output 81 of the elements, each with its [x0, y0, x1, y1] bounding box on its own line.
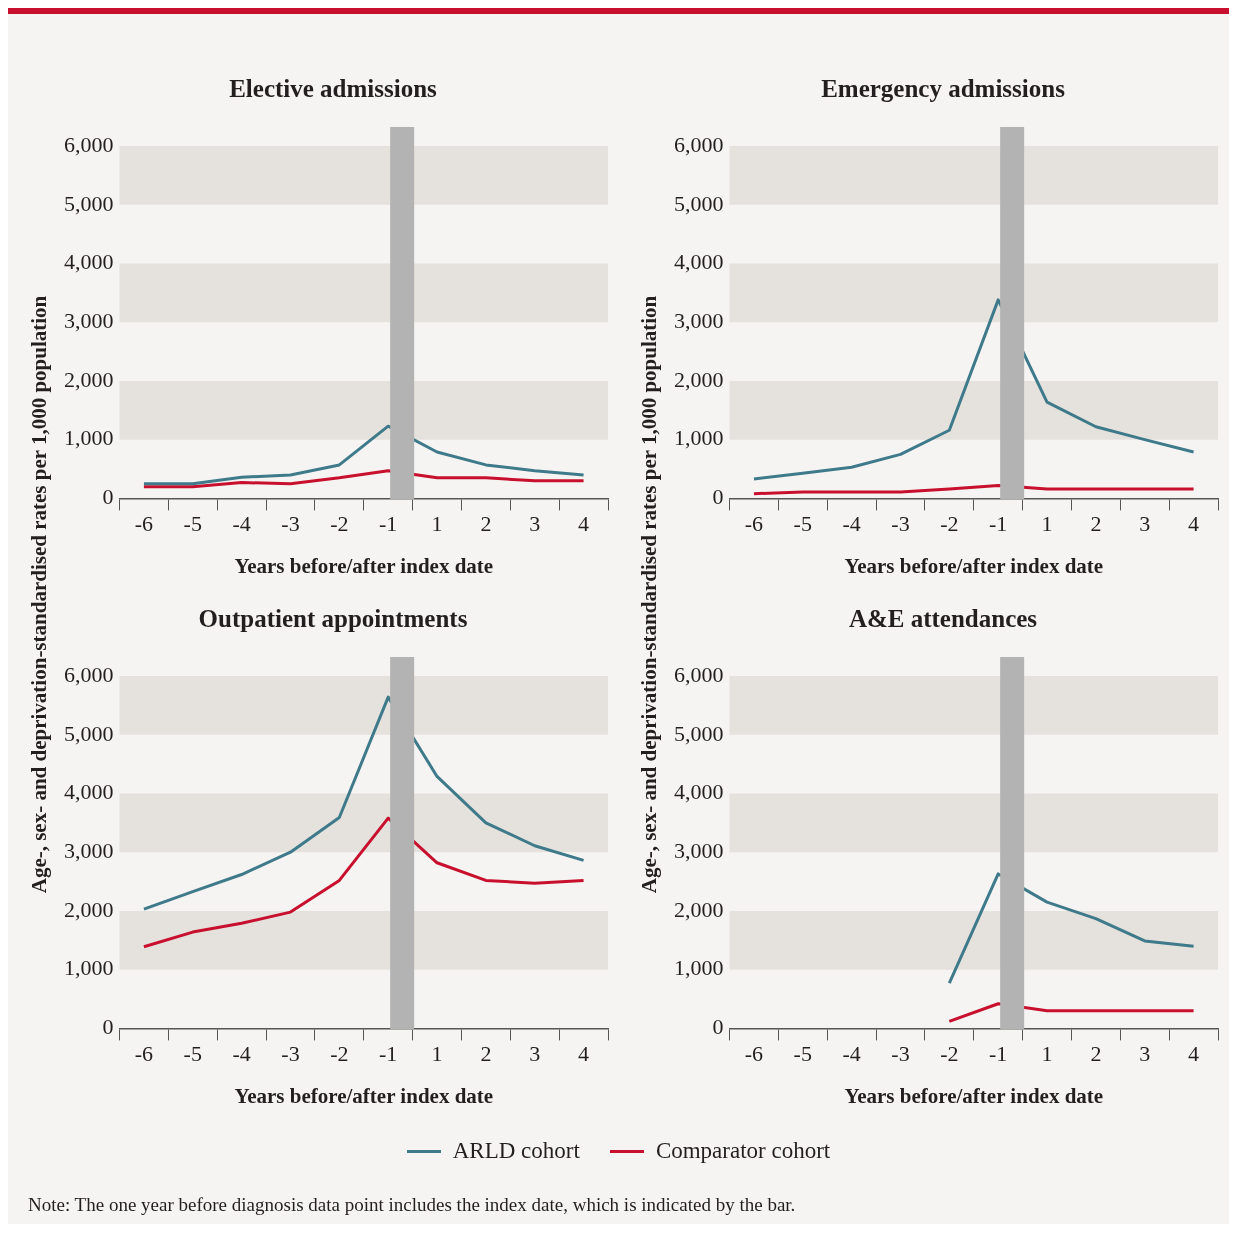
y-axis-title: Age-, sex- and deprivation-standardised rates per 1,000 population — [27, 295, 53, 893]
chart-title: Emergency admissions — [821, 75, 1066, 103]
y-tick-label: 1,000 — [64, 955, 114, 981]
x-tick-label: -2 — [330, 1041, 349, 1067]
y-tick-label: 6,000 — [64, 661, 114, 687]
y-tick-label: 5,000 — [64, 190, 114, 216]
x-axis-title: Years before/after index date — [234, 1083, 494, 1108]
y-tick-label: 2,000 — [674, 366, 724, 392]
x-tick-label: 4 — [578, 1041, 590, 1067]
x-tick-label: -1 — [989, 1041, 1008, 1067]
x-axis-title: Years before/after index date — [844, 553, 1104, 578]
x-tick-label: 2 — [480, 1041, 492, 1067]
y-tick-label: 4,000 — [64, 249, 114, 275]
x-axis-title: Years before/after index date — [234, 553, 494, 578]
y-tick-label: 1,000 — [674, 955, 724, 981]
x-tick-label: 3 — [1139, 511, 1151, 537]
y-tick-label: 0 — [102, 1014, 114, 1040]
x-tick-label: 4 — [578, 511, 590, 537]
x-tick-label: -5 — [183, 511, 202, 537]
x-tick-label: 2 — [1090, 511, 1102, 537]
y-tick-label: 2,000 — [674, 896, 724, 922]
x-tick-label: -5 — [793, 511, 812, 537]
x-tick-label: -2 — [940, 511, 959, 537]
x-tick-label: 1 — [1041, 511, 1053, 537]
text: Note: The one year before diagnosis data point includes the index date, which is indicated by the bar. — [27, 1194, 797, 1217]
y-tick-label: 4,000 — [64, 779, 114, 805]
x-tick-label: -6 — [744, 1041, 764, 1067]
x-tick-label: 1 — [1041, 1041, 1053, 1067]
x-tick-label: -1 — [989, 511, 1008, 537]
x-tick-label: -2 — [940, 1041, 959, 1067]
x-tick-label: -2 — [330, 511, 349, 537]
y-tick-label: 6,000 — [64, 131, 114, 157]
x-tick-label: 4 — [1188, 511, 1200, 537]
x-tick-label: 3 — [529, 511, 541, 537]
x-tick-label: -3 — [281, 511, 300, 537]
x-tick-label: 3 — [1139, 1041, 1151, 1067]
x-tick-label: -4 — [842, 1041, 861, 1067]
x-axis-title: Years before/after index date — [844, 1083, 1104, 1108]
y-tick-label: 5,000 — [674, 720, 724, 746]
y-tick-label: 3,000 — [674, 837, 724, 863]
x-tick-label: -3 — [891, 511, 910, 537]
y-tick-label: 2,000 — [64, 366, 114, 392]
y-tick-label: 3,000 — [64, 837, 114, 863]
y-tick-label: 6,000 — [674, 131, 724, 157]
x-tick-label: -4 — [232, 511, 251, 537]
y-tick-label: 0 — [712, 1014, 724, 1040]
y-tick-label: 6,000 — [674, 661, 724, 687]
y-tick-label: 0 — [102, 484, 114, 510]
x-tick-label: 3 — [529, 1041, 541, 1067]
x-tick-label: 4 — [1188, 1041, 1200, 1067]
chart-title: Outpatient appointments — [198, 605, 468, 633]
x-tick-label: 1 — [431, 1041, 443, 1067]
x-tick-label: -6 — [134, 1041, 154, 1067]
y-tick-label: 4,000 — [674, 779, 724, 805]
x-tick-label: -1 — [379, 511, 398, 537]
legend-label: Comparator cohort — [655, 1138, 831, 1164]
y-tick-label: 5,000 — [64, 720, 114, 746]
x-tick-label: 2 — [1090, 1041, 1102, 1067]
y-tick-label: 5,000 — [674, 190, 724, 216]
y-tick-label: 0 — [712, 484, 724, 510]
y-tick-label: 1,000 — [64, 425, 114, 451]
y-tick-label: 3,000 — [64, 307, 114, 333]
y-tick-label: 2,000 — [64, 896, 114, 922]
y-tick-label: 1,000 — [674, 425, 724, 451]
x-tick-label: -4 — [842, 511, 861, 537]
x-tick-label: 2 — [480, 511, 492, 537]
x-tick-label: 1 — [431, 511, 443, 537]
y-tick-label: 4,000 — [674, 249, 724, 275]
x-tick-label: -5 — [793, 1041, 812, 1067]
x-tick-label: -6 — [134, 511, 154, 537]
chart-title: A&E attendances — [848, 605, 1038, 633]
x-tick-label: -6 — [744, 511, 764, 537]
x-tick-label: -5 — [183, 1041, 202, 1067]
x-tick-label: -3 — [281, 1041, 300, 1067]
legend-label: ARLD cohort — [452, 1138, 580, 1164]
x-tick-label: -1 — [379, 1041, 398, 1067]
x-tick-label: -3 — [891, 1041, 910, 1067]
chart-title: Elective admissions — [229, 75, 438, 103]
x-tick-label: -4 — [232, 1041, 251, 1067]
y-axis-title: Age-, sex- and deprivation-standardised rates per 1,000 population — [637, 295, 663, 893]
y-tick-label: 3,000 — [674, 307, 724, 333]
